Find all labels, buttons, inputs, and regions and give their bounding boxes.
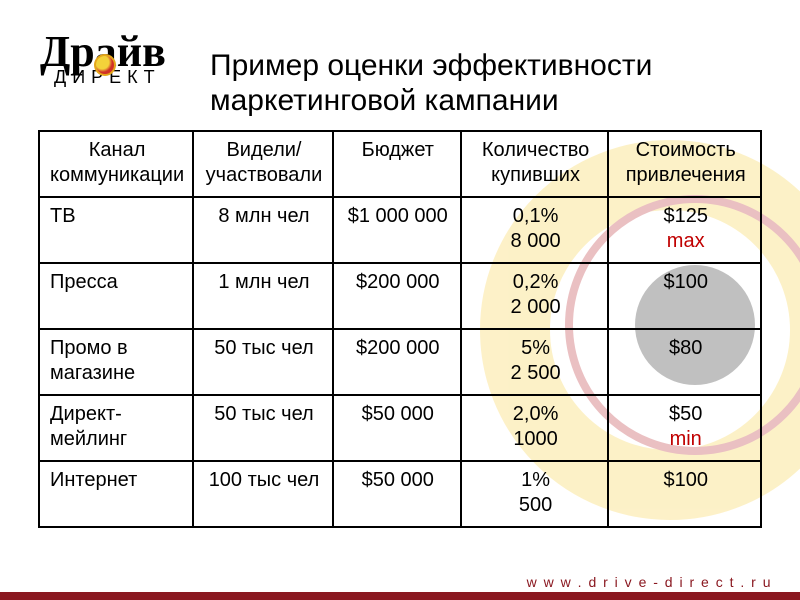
cell-budget: $50 000 [333, 461, 461, 527]
cell-cost: $80 [608, 329, 761, 395]
footer: w w w . d r i v e - d i r e c t . r u [0, 566, 800, 600]
cell-budget: $1 000 000 [333, 197, 461, 263]
footer-bar [0, 592, 800, 600]
footer-url: w w w . d r i v e - d i r e c t . r u [527, 574, 772, 590]
logo-dot-icon [94, 54, 116, 76]
cell-buyers: 1%500 [461, 461, 609, 527]
cell-seen: 1 млн чел [193, 263, 333, 329]
table-row: Пресса1 млн чел$200 0000,2%2 000$100 [39, 263, 761, 329]
cell-cost: $100 [608, 461, 761, 527]
table-row: ТВ8 млн чел$1 000 0000,1%8 000$125max [39, 197, 761, 263]
cell-buyers: 5%2 500 [461, 329, 609, 395]
cell-budget: $50 000 [333, 395, 461, 461]
cell-channel: ТВ [39, 197, 193, 263]
cell-seen: 50 тыс чел [193, 329, 333, 395]
effectiveness-table: Канал коммуникацииВидели/ участвовалиБюд… [38, 130, 762, 528]
cell-buyers: 0,2%2 000 [461, 263, 609, 329]
table-row: Директ-мейлинг50 тыс чел$50 0002,0%1000$… [39, 395, 761, 461]
cell-cost: $50min [608, 395, 761, 461]
cell-channel: Промо в магазине [39, 329, 193, 395]
table-row: Промо в магазине50 тыс чел$200 0005%2 50… [39, 329, 761, 395]
cell-budget: $200 000 [333, 329, 461, 395]
cell-seen: 50 тыс чел [193, 395, 333, 461]
column-header: Количество купивших [461, 131, 609, 197]
column-header: Канал коммуникации [39, 131, 193, 197]
cell-channel: Директ-мейлинг [39, 395, 193, 461]
cell-seen: 100 тыс чел [193, 461, 333, 527]
column-header: Стоимость привлечения [608, 131, 761, 197]
cell-channel: Интернет [39, 461, 193, 527]
cell-channel: Пресса [39, 263, 193, 329]
cell-budget: $200 000 [333, 263, 461, 329]
cell-cost: $125max [608, 197, 761, 263]
table-row: Интернет100 тыс чел$50 0001%500$100 [39, 461, 761, 527]
cell-cost: $100 [608, 263, 761, 329]
logo: Драйв ДИРЕКТ [40, 30, 166, 86]
column-header: Видели/ участвовали [193, 131, 333, 197]
cell-buyers: 0,1%8 000 [461, 197, 609, 263]
cell-buyers: 2,0%1000 [461, 395, 609, 461]
slide-title: Пример оценки эффективности маркетингово… [210, 48, 760, 119]
column-header: Бюджет [333, 131, 461, 197]
cell-seen: 8 млн чел [193, 197, 333, 263]
